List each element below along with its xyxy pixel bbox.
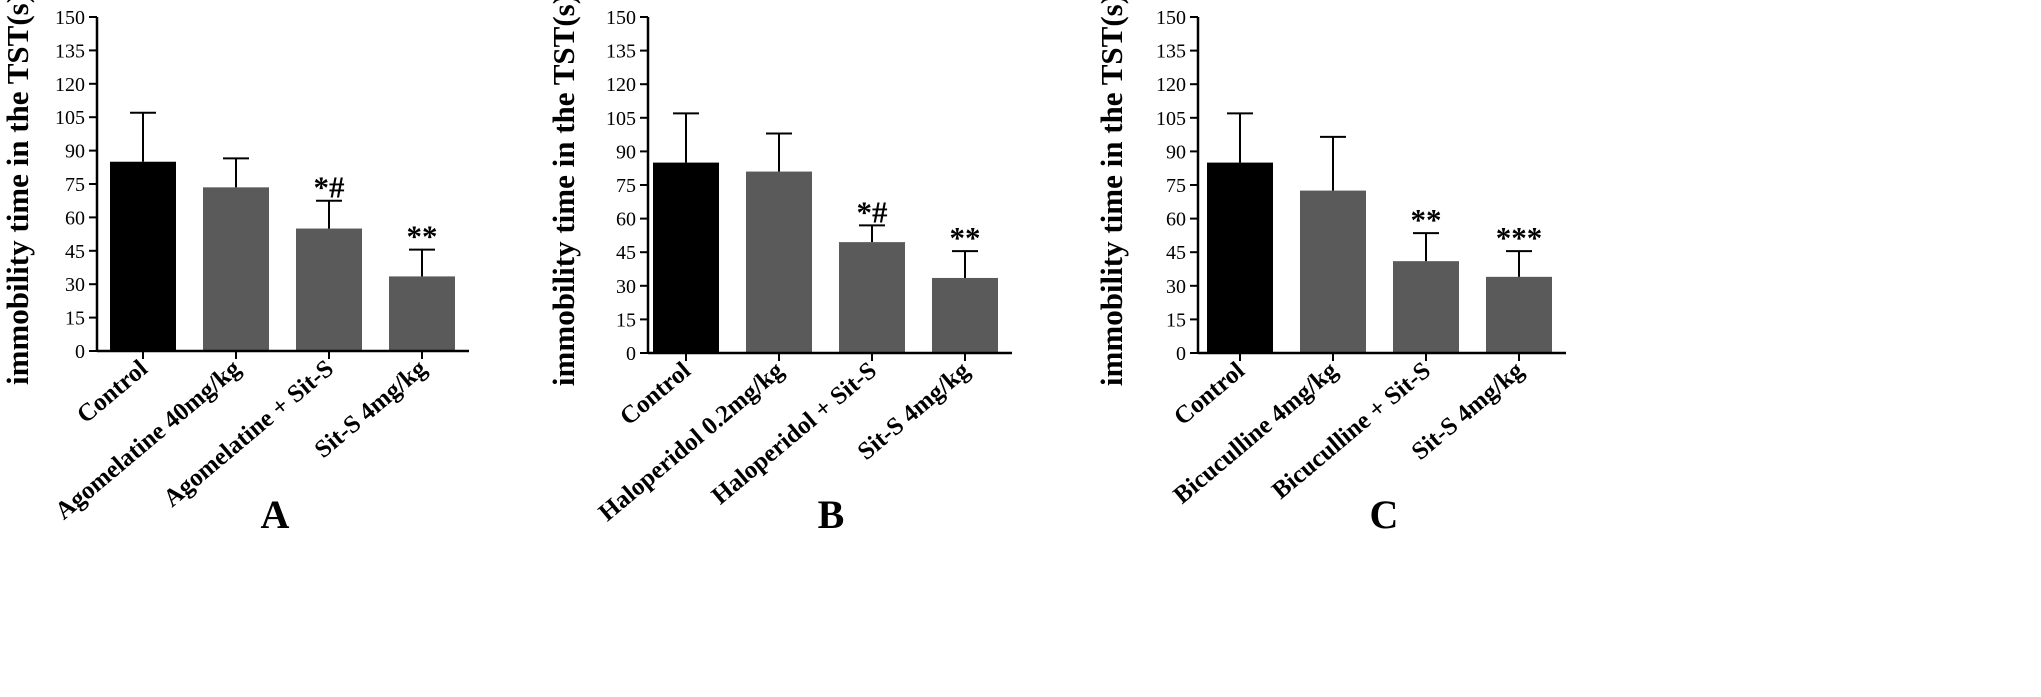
bar	[746, 171, 812, 353]
y-tick-label: 0	[1176, 343, 1186, 365]
y-tick-label: 75	[616, 175, 636, 197]
y-tick-label: 90	[65, 141, 85, 163]
significance-label: *#	[857, 194, 889, 229]
x-tick-label: Control	[615, 357, 696, 431]
y-tick-label: 135	[606, 41, 636, 63]
y-tick-label: 90	[1166, 141, 1186, 163]
y-tick-label: 135	[55, 40, 85, 62]
y-tick-label: 30	[616, 276, 636, 298]
y-tick-label: 30	[65, 274, 85, 296]
y-tick-label: 105	[1156, 108, 1186, 130]
bar	[932, 277, 998, 353]
y-tick-label: 150	[606, 7, 636, 29]
panel-letter: C	[1370, 492, 1399, 537]
y-tick-label: 150	[1156, 7, 1186, 29]
y-tick-label: 75	[65, 174, 85, 196]
y-axis-title: immobility time in the TST(s)	[1094, 0, 1129, 386]
bar	[839, 242, 905, 353]
y-tick-label: 15	[65, 308, 85, 330]
y-tick-label: 60	[1166, 209, 1186, 231]
y-axis-title: immobility time in the TST(s)	[546, 0, 581, 386]
x-tick-label: Control	[1169, 357, 1250, 431]
x-tick-label: Agomelatine 40mg/kg	[50, 355, 246, 526]
y-tick-label: 45	[1166, 242, 1186, 264]
y-tick-label: 30	[1166, 276, 1186, 298]
y-tick-label: 150	[55, 7, 85, 29]
y-tick-label: 105	[606, 108, 636, 130]
x-tick-label: Haloperidol + Sit-S	[707, 357, 882, 510]
x-tick-label: Bicuculline + Sit-S	[1267, 357, 1436, 505]
significance-label: **	[1411, 202, 1442, 237]
x-tick-label: Haloperidol 0.2mg/kg	[594, 357, 789, 527]
x-tick-label: Bicuculline 4mg/kg	[1169, 357, 1344, 510]
significance-label: ***	[1496, 220, 1543, 255]
y-tick-label: 0	[75, 341, 85, 363]
panel-letter: A	[261, 492, 290, 537]
y-axis-title: immobility time in the TST(s)	[0, 0, 35, 385]
y-tick-label: 90	[616, 141, 636, 163]
y-tick-label: 60	[65, 207, 85, 229]
y-tick-label: 120	[606, 74, 636, 96]
y-tick-label: 75	[1166, 175, 1186, 197]
significance-label: **	[407, 219, 438, 254]
significance-label: **	[950, 220, 981, 255]
y-tick-label: 15	[1166, 309, 1186, 331]
bar	[110, 161, 176, 351]
bar	[203, 187, 269, 351]
bar	[653, 162, 719, 353]
bar	[296, 228, 362, 351]
significance-label: *#	[314, 170, 346, 205]
y-tick-label: 120	[55, 74, 85, 96]
y-tick-label: 45	[616, 242, 636, 264]
y-tick-label: 105	[55, 107, 85, 129]
bar	[1300, 190, 1366, 353]
y-tick-label: 120	[1156, 74, 1186, 96]
y-tick-label: 0	[626, 343, 636, 365]
y-tick-label: 45	[65, 241, 85, 263]
bar	[1207, 162, 1273, 353]
y-tick-label: 60	[616, 209, 636, 231]
bar	[389, 276, 455, 351]
x-tick-label: Control	[72, 355, 153, 429]
panel-letter: B	[818, 492, 845, 537]
x-tick-label: Agomelatine + Sit-S	[158, 355, 338, 512]
bar	[1393, 261, 1459, 353]
y-tick-label: 135	[1156, 41, 1186, 63]
bar	[1486, 276, 1552, 353]
y-tick-label: 15	[616, 309, 636, 331]
